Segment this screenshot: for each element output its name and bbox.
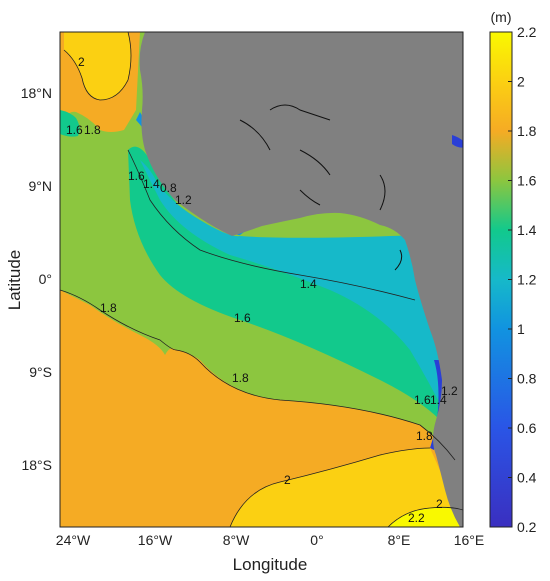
x-tick-label: 24°W <box>56 532 91 548</box>
region-2-2 <box>388 507 463 527</box>
colorbar-tick-label: 1 <box>517 321 525 337</box>
contour-label: 2 <box>436 497 443 511</box>
contour-lines <box>60 32 463 527</box>
contour-label: 1.6 <box>414 393 431 407</box>
colorbar-tick-label: 0.8 <box>517 371 537 387</box>
plot-frame <box>59 31 464 528</box>
x-tick-label: 8°E <box>388 532 411 548</box>
colorbar-tick-label: 0.4 <box>517 470 537 486</box>
colorbar-ticks: 2.2 2 1.8 1.6 1.4 1.2 1 0.8 0.6 0.4 0.2 <box>508 24 537 535</box>
region-2-0-north <box>64 32 131 100</box>
x-tick-label: 8°W <box>223 532 250 548</box>
x-axis: 24°W 16°W 8°W 0° 8°E 16°E Longitude <box>56 532 484 574</box>
contour-label: 1.4 <box>430 393 447 407</box>
colorbar-tick-label: 1.6 <box>517 173 537 189</box>
contour-label: 1.8 <box>100 301 117 315</box>
y-axis: 18°N 9°N 0° 9°S 18°S Latitude <box>5 85 52 473</box>
x-axis-title: Longitude <box>233 555 308 574</box>
map-plot-area <box>60 32 463 527</box>
contour-label: 2 <box>284 473 291 487</box>
y-tick-label: 9°N <box>29 178 53 194</box>
contour-label: 1.8 <box>84 123 101 137</box>
land-africa <box>139 32 463 527</box>
contour-label: 1.6 <box>128 169 145 183</box>
x-tick-label: 16°E <box>454 532 485 548</box>
y-tick-label: 0° <box>39 271 52 287</box>
y-tick-label: 18°S <box>21 457 52 473</box>
x-tick-label: 16°W <box>138 532 173 548</box>
colorbar-unit: (m) <box>491 9 512 25</box>
contour-label: 1.6 <box>234 311 251 325</box>
region-1-4 <box>128 146 446 420</box>
contour-label: 1.8 <box>416 429 433 443</box>
land-river-details <box>239 104 403 271</box>
contour-label: 2 <box>78 55 85 69</box>
contour-label: 0.8 <box>160 181 177 195</box>
contour-label: 1.6 <box>66 123 83 137</box>
contour-label: 1.4 <box>143 177 160 191</box>
contour-label: 2.2 <box>408 511 425 525</box>
y-tick-label: 9°S <box>29 364 52 380</box>
region-1-2 <box>140 160 441 400</box>
colorbar-tick-label: 2.2 <box>517 24 537 40</box>
contour-label: 1.4 <box>300 277 317 291</box>
x-tick-label: 0° <box>310 532 323 548</box>
region-2-0-south <box>230 448 463 527</box>
region-nw-patch <box>60 110 80 137</box>
colorbar-tick-label: 0.6 <box>517 420 537 436</box>
colorbar-tick-label: 1.8 <box>517 123 537 139</box>
colorbar-tick-label: 1.4 <box>517 222 537 238</box>
y-axis-title: Latitude <box>5 250 24 311</box>
y-tick-label: 18°N <box>21 85 52 101</box>
colorbar-tick-label: 2 <box>517 74 525 90</box>
lake <box>452 135 463 148</box>
colorbar: (m) 2.2 2 1.8 1.6 1.4 1.2 1 0.8 0.6 0.4 0.2 <box>489 9 537 535</box>
contour-label: 1.2 <box>441 384 458 398</box>
contour-label: 1.8 <box>232 371 249 385</box>
colorbar-tick-label: 1.2 <box>517 272 537 288</box>
contour-labels: 2 1.8 1.6 1.6 1.4 0.8 1.2 1.4 1.6 1.8 1.… <box>66 55 458 525</box>
contour-label: 1.2 <box>175 193 192 207</box>
colorbar-tick-label: 0.2 <box>517 519 537 535</box>
